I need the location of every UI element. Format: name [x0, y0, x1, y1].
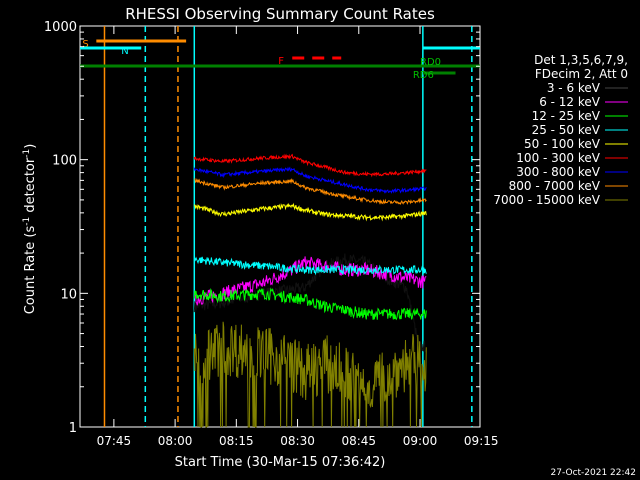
y-axis-label-sup2: -1	[22, 149, 32, 158]
x-tick-label-5: 09:00	[403, 434, 438, 448]
flag-label-f-3: F	[278, 56, 284, 67]
x-tick-label-6: 09:15	[464, 434, 499, 448]
x-tick-label-2: 08:15	[219, 434, 254, 448]
flag-label-s-0: S	[82, 39, 88, 50]
legend-header-line-1: Det 1,3,5,6,7,9,	[534, 53, 628, 67]
series-line-0	[193, 253, 427, 353]
x-axis-label: Start Time (30-Mar-15 07:36:42)	[175, 455, 386, 470]
plot-frame	[79, 25, 481, 428]
y-tick-label-2: 100	[52, 154, 77, 169]
legend-header-line-2: FDecim 2, Att 0	[535, 67, 628, 81]
legend-label-2: 12 - 25 keV	[532, 109, 601, 123]
legend-label-1: 6 - 12 keV	[539, 95, 601, 109]
series-line-1	[193, 256, 427, 306]
series-line-6	[193, 166, 427, 194]
legend-label-7: 800 - 7000 keV	[509, 179, 601, 193]
series-line-2	[193, 287, 427, 321]
x-tick-label-1: 08:00	[158, 434, 193, 448]
flag-label-rd6-5: RD6	[413, 70, 434, 81]
series-line-4	[193, 202, 427, 222]
y-axis-label-sup1: -1	[22, 217, 32, 226]
y-tick-label-1: 10	[60, 287, 77, 302]
series-line-3	[193, 256, 427, 276]
legend-label-3: 25 - 50 keV	[532, 123, 601, 137]
chart-title: RHESSI Observing Summary Count Rates	[125, 5, 435, 23]
generated-timestamp: 27-Oct-2021 22:42	[551, 468, 636, 478]
flag-label-n-1: N	[121, 46, 128, 57]
legend-label-0: 3 - 6 keV	[547, 81, 601, 95]
series-line-8	[193, 321, 427, 428]
y-axis-label-end: )	[23, 144, 38, 149]
x-tick-label-3: 08:30	[280, 434, 315, 448]
x-axis: 07:45 08:00 08:15 08:30 08:45 09:00 09:15	[97, 26, 499, 448]
x-tick-label-0: 07:45	[97, 434, 132, 448]
plot-area: S N F RD0 RD6	[79, 25, 481, 428]
y-axis: 1 10 100 1000	[44, 20, 480, 436]
legend-label-8: 7000 - 15000 keV	[493, 193, 600, 207]
series-line-5	[193, 153, 427, 178]
y-axis-label-mid: detector	[23, 157, 38, 217]
flag-label-rd0-4: RD0	[420, 57, 441, 68]
legend: Det 1,3,5,6,7,9, FDecim 2, Att 0 3 - 6 k…	[493, 53, 628, 207]
legend-label-5: 100 - 300 keV	[516, 151, 600, 165]
legend-label-4: 50 - 100 keV	[524, 137, 601, 151]
legend-label-6: 300 - 800 keV	[516, 165, 600, 179]
x-tick-label-4: 08:45	[341, 434, 376, 448]
series-line-7	[194, 177, 427, 205]
y-tick-label-0: 1	[69, 421, 77, 436]
y-axis-label-main: Count Rate (s	[23, 226, 38, 315]
y-tick-label-3: 1000	[44, 20, 77, 35]
y-axis-label: Count Rate (s-1 detector-1)	[22, 144, 38, 315]
